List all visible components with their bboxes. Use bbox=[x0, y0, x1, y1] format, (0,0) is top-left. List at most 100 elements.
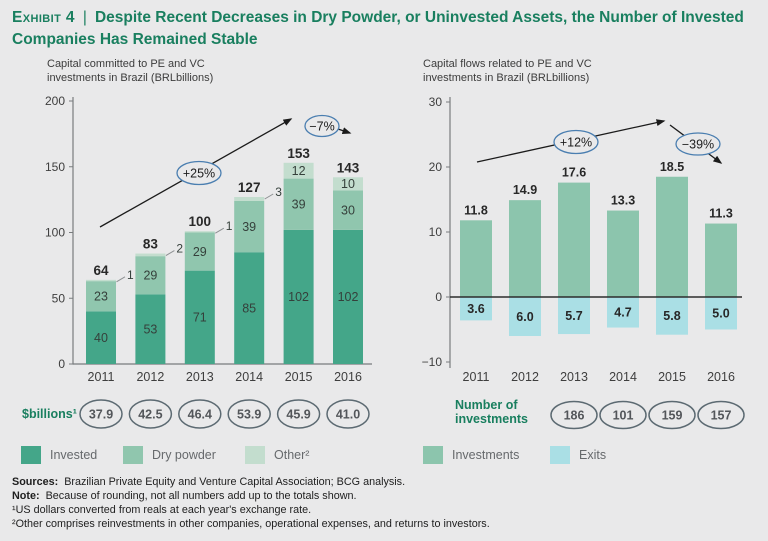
seg-value-dry-powder-2011: 23 bbox=[94, 290, 108, 304]
footnote-lead: Note: bbox=[12, 489, 40, 502]
oval-value: 186 bbox=[564, 408, 585, 422]
bar-other-2016 bbox=[333, 177, 363, 191]
left-y-tick-label: 0 bbox=[58, 357, 65, 371]
bar-exits-2016 bbox=[705, 297, 737, 330]
right-y-tick-label: 20 bbox=[429, 160, 443, 174]
legend-label-dry-powder: Dry powder bbox=[152, 448, 216, 462]
seg-value-dry-powder-2014: 39 bbox=[242, 220, 256, 234]
left-growth-oval bbox=[176, 160, 222, 186]
total-label-2014: 127 bbox=[238, 180, 261, 195]
value-oval bbox=[550, 400, 598, 430]
right-y-tick-label: 0 bbox=[435, 290, 442, 304]
year-label-right-2012: 2012 bbox=[511, 370, 539, 384]
seg-value-other-2011: 1 bbox=[127, 268, 134, 282]
callout-line-2013 bbox=[215, 227, 225, 234]
left-decline-oval bbox=[304, 114, 340, 138]
value-exits-2011: 3.6 bbox=[467, 302, 484, 316]
oval-value: 45.9 bbox=[286, 407, 310, 421]
bar-investments-2014 bbox=[607, 210, 639, 297]
value-row-label: Number of bbox=[455, 398, 518, 412]
value-investments-2016: 11.3 bbox=[709, 207, 733, 221]
bar-investments-2012 bbox=[509, 200, 541, 297]
legend-label-invested: Invested bbox=[50, 448, 98, 462]
footnotes-block: Sources: Brazilian Private Equity and Ve… bbox=[12, 476, 752, 532]
left-growth-label: +25% bbox=[183, 167, 215, 181]
value-oval bbox=[128, 399, 173, 429]
value-investments-2013: 17.6 bbox=[562, 166, 586, 180]
oval-value: 46.4 bbox=[188, 407, 212, 421]
value-oval bbox=[276, 399, 321, 429]
year-label-right-2016: 2016 bbox=[707, 370, 735, 384]
legend-label-other: Other² bbox=[274, 448, 310, 462]
legend-label-exits: Exits bbox=[579, 448, 607, 462]
legend-item-invested: Invested bbox=[21, 446, 97, 464]
legend-swatch-other bbox=[245, 446, 265, 464]
right-growth-oval bbox=[553, 129, 599, 155]
total-label-2012: 83 bbox=[143, 237, 159, 252]
value-oval bbox=[178, 399, 222, 429]
oval-value: 159 bbox=[662, 408, 683, 422]
seg-value-other-2015: 12 bbox=[292, 164, 306, 178]
value-oval bbox=[648, 400, 696, 430]
seg-value-dry-powder-2015: 39 bbox=[292, 198, 306, 212]
seg-value-invested-2013: 71 bbox=[193, 311, 207, 325]
bar-exits-2013 bbox=[558, 297, 590, 335]
left-y-tick-label: 50 bbox=[52, 291, 66, 305]
legend-swatch-exits bbox=[550, 446, 570, 464]
bar-other-2015 bbox=[283, 162, 314, 179]
seg-value-invested-2012: 53 bbox=[143, 322, 157, 336]
right-y-tick-label: 10 bbox=[429, 225, 443, 239]
bar-other-2013 bbox=[184, 231, 215, 233]
bar-investments-2016 bbox=[705, 223, 737, 297]
year-label-2015: 2015 bbox=[285, 370, 313, 384]
left-y-tick-label: 200 bbox=[45, 94, 65, 108]
exhibit-number: Exhibit 4 bbox=[12, 9, 75, 26]
value-row-label: $billions¹ bbox=[22, 407, 77, 421]
oval-value: 42.5 bbox=[138, 407, 162, 421]
legend-item-other: Other² bbox=[245, 446, 309, 464]
bar-invested-2013 bbox=[184, 270, 215, 364]
legend-label-investments: Investments bbox=[452, 448, 520, 462]
right-growth-label: +12% bbox=[560, 136, 592, 150]
oval-value: 157 bbox=[711, 408, 732, 422]
right-chart-subtitle: Capital flows related to PE and VC inves… bbox=[423, 58, 592, 84]
title-text: Despite Recent Decreases in Dry Powder, … bbox=[12, 9, 744, 48]
seg-value-invested-2014: 85 bbox=[242, 301, 256, 315]
left-chart-subtitle: Capital committed to PE and VC investmen… bbox=[47, 58, 214, 84]
value-row-label: investments bbox=[455, 412, 528, 426]
value-oval bbox=[326, 399, 370, 429]
footnote-lead: Sources: bbox=[12, 476, 59, 488]
legend-swatch-dry-powder bbox=[123, 446, 143, 464]
legend-item-dry-powder: Dry powder bbox=[123, 446, 216, 464]
year-label-2013: 2013 bbox=[186, 370, 214, 384]
bar-dry-powder-2015 bbox=[283, 178, 314, 230]
left-y-tick-label: 100 bbox=[45, 226, 65, 240]
bar-dry-powder-2013 bbox=[184, 232, 215, 271]
value-investments-2014: 13.3 bbox=[611, 194, 635, 208]
seg-value-invested-2016: 102 bbox=[338, 290, 359, 304]
value-oval bbox=[79, 399, 123, 429]
year-label-right-2014: 2014 bbox=[609, 370, 637, 384]
right-decline-label: −39% bbox=[682, 138, 714, 152]
bar-dry-powder-2016 bbox=[333, 190, 363, 230]
bar-dry-powder-2012 bbox=[135, 256, 166, 295]
total-label-2013: 100 bbox=[189, 214, 212, 229]
value-investments-2015: 18.5 bbox=[660, 160, 684, 174]
legend-item-exits: Exits bbox=[550, 446, 606, 464]
bar-investments-2013 bbox=[558, 182, 590, 297]
year-label-right-2013: 2013 bbox=[560, 370, 588, 384]
bar-investments-2015 bbox=[656, 176, 688, 297]
value-exits-2016: 5.0 bbox=[712, 307, 729, 321]
legend-swatch-investments bbox=[423, 446, 443, 464]
value-oval bbox=[599, 400, 647, 430]
seg-value-dry-powder-2013: 29 bbox=[193, 245, 207, 259]
legend-swatch-invested bbox=[21, 446, 41, 464]
bar-other-2014 bbox=[234, 196, 265, 201]
callout-line-2014 bbox=[264, 193, 274, 200]
year-label-2011: 2011 bbox=[88, 370, 115, 384]
seg-value-invested-2011: 40 bbox=[94, 331, 108, 345]
footnote-line-1: Sources: Brazilian Private Equity and Ve… bbox=[12, 476, 406, 488]
oval-value: 53.9 bbox=[237, 407, 261, 421]
year-label-2014: 2014 bbox=[235, 370, 263, 384]
